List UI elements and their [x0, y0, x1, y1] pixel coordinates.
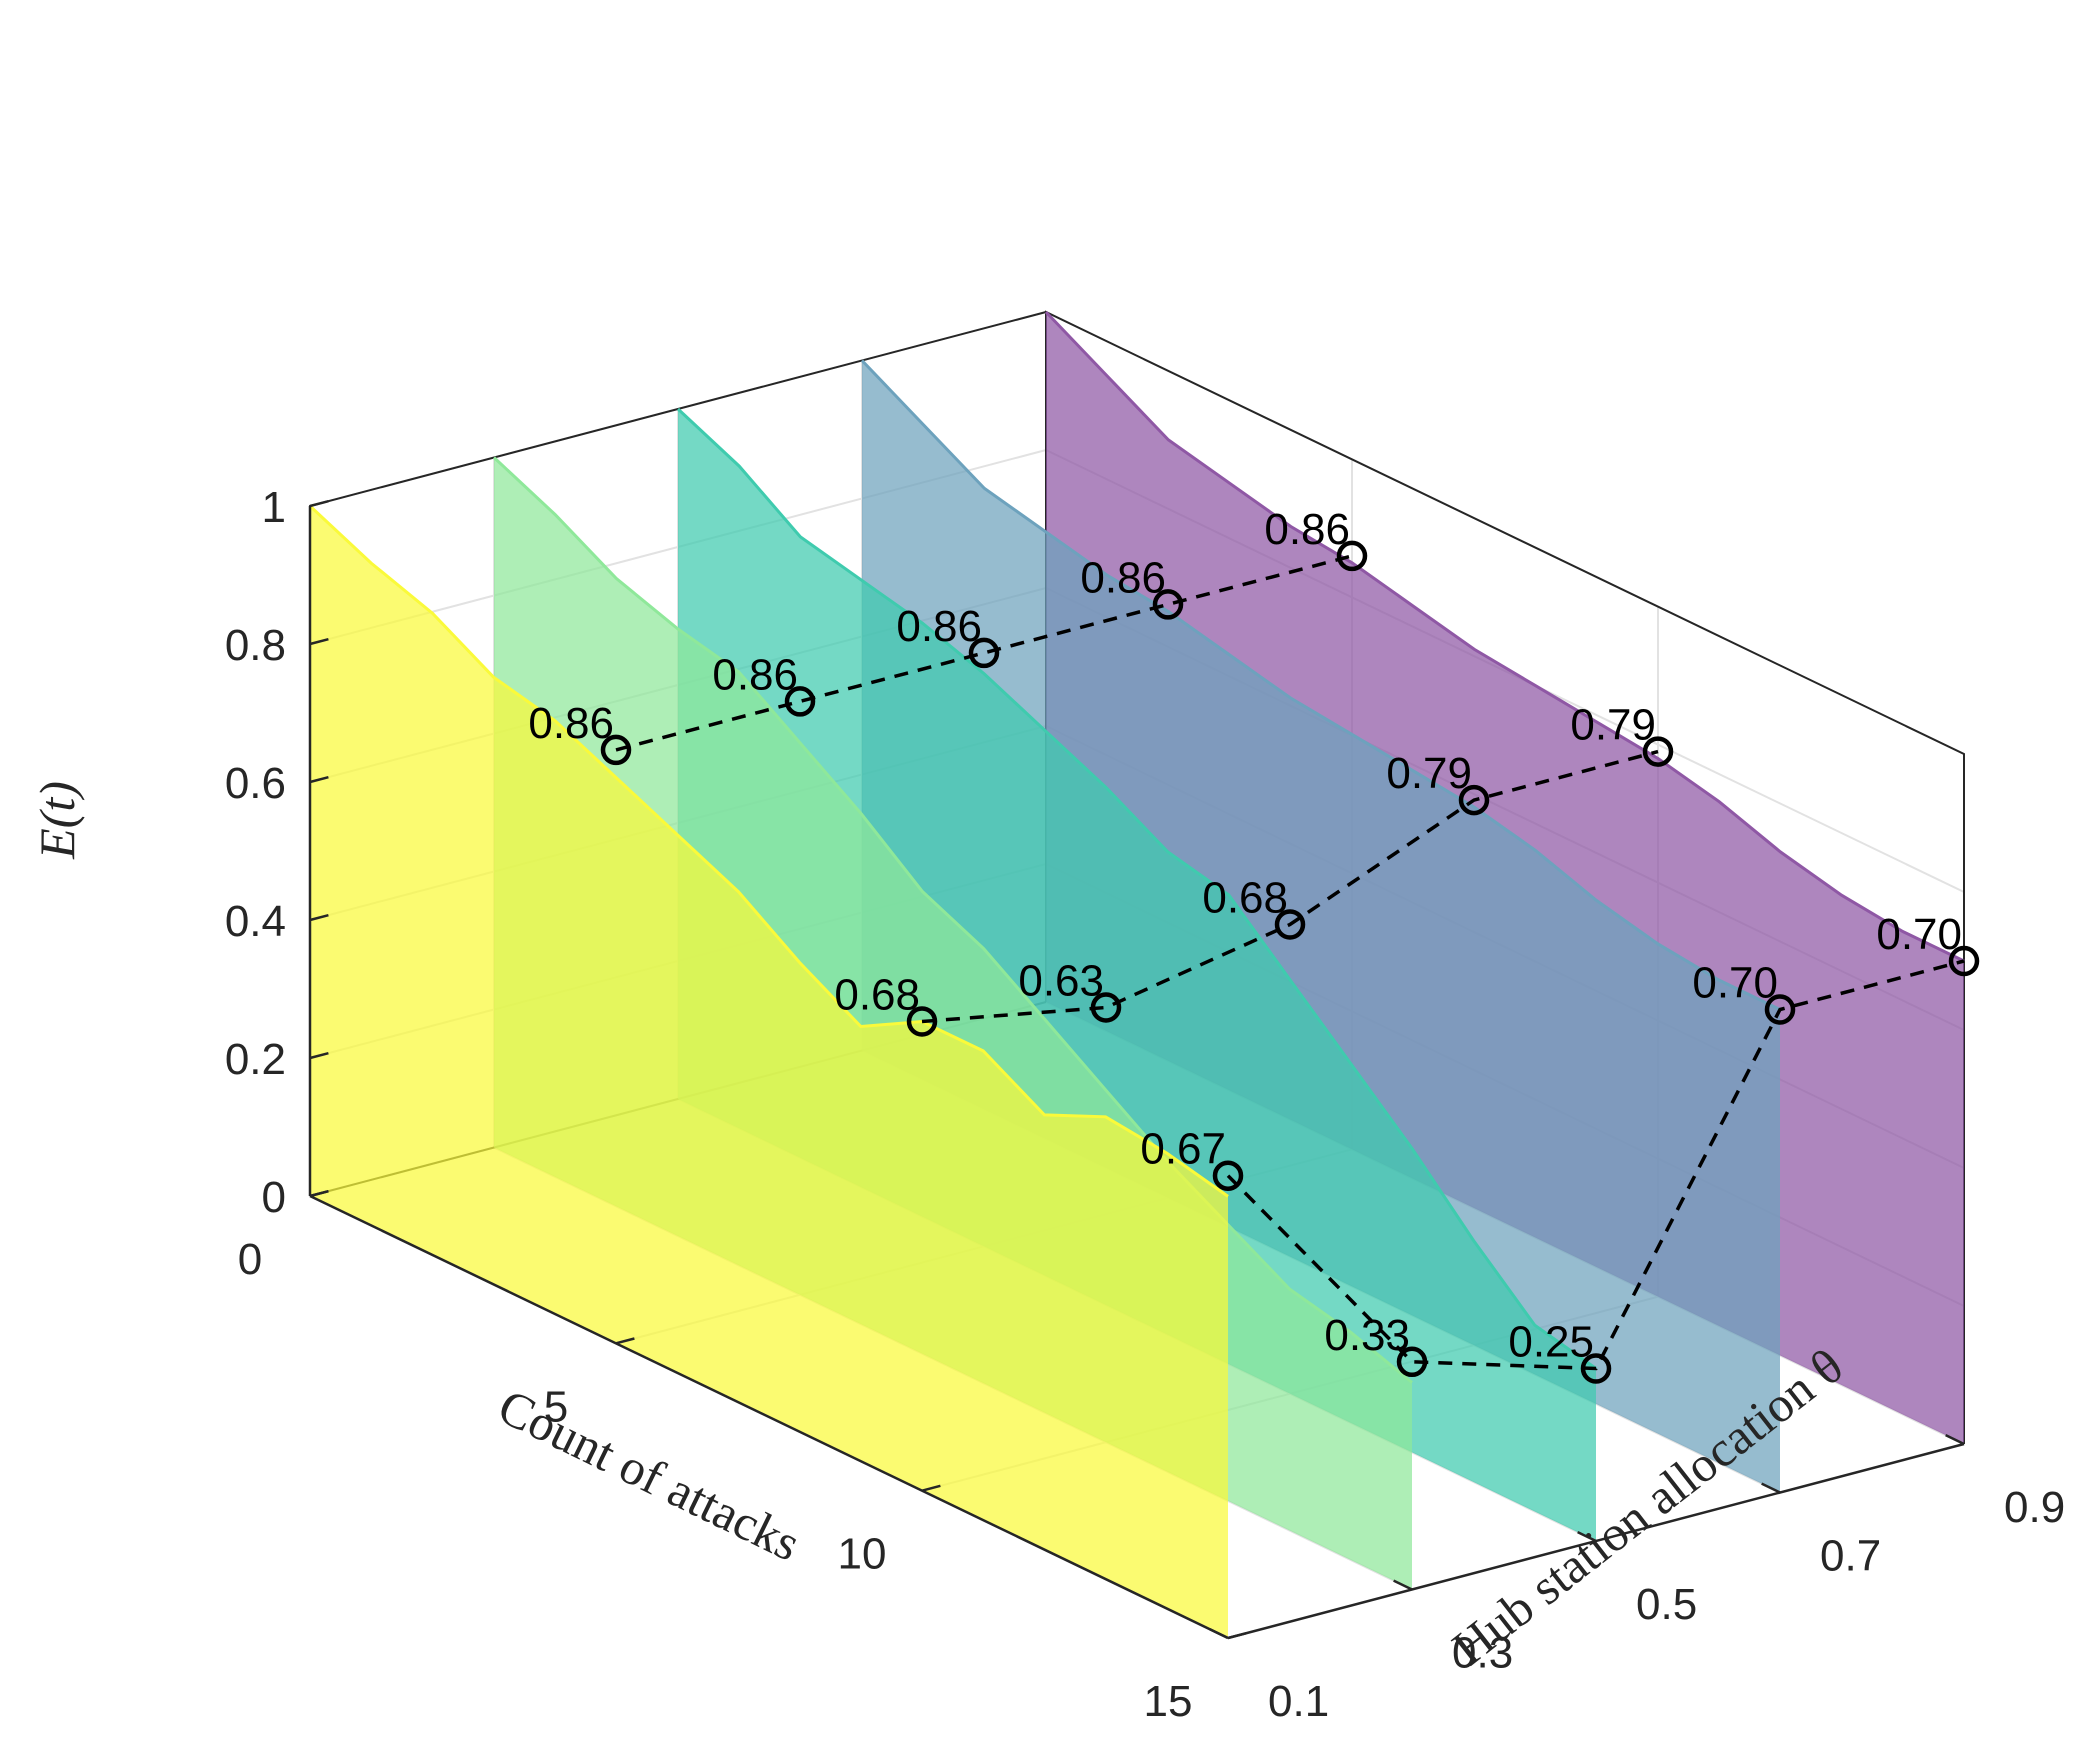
theta-tick-2 — [1577, 1531, 1597, 1543]
series-layer — [308, 310, 1965, 1638]
theta-tick-4 — [1945, 1434, 1965, 1446]
axes-layer — [308, 499, 1965, 1640]
data-marker-2-2 — [1580, 1353, 1612, 1384]
z-tick-4 — [309, 637, 329, 646]
z-tick-label-2: 0.4 — [225, 897, 286, 946]
data-label-4-1: 0.79 — [1570, 701, 1656, 750]
data-marker-0-2 — [1212, 1160, 1244, 1191]
series-area-2 — [678, 409, 1596, 1541]
data-marker-2-0 — [968, 637, 1000, 669]
series-area-3 — [862, 360, 1780, 1493]
data-marker-4-1 — [1642, 736, 1674, 767]
data-label-4-0: 0.86 — [1264, 505, 1350, 554]
theta-tick-label-0: 0.1 — [1268, 1677, 1329, 1726]
x-tick-label-2: 10 — [838, 1530, 887, 1579]
z-tick-label-4: 0.8 — [225, 621, 286, 670]
x-tick-label-3: 15 — [1144, 1677, 1193, 1726]
data-label-3-1: 0.79 — [1386, 749, 1472, 798]
data-marker-3-1 — [1458, 784, 1490, 816]
z-tick-3 — [309, 775, 329, 784]
theta-tick-3 — [1761, 1482, 1781, 1494]
x-tick-label-1: 5 — [544, 1382, 568, 1431]
theta-tick-label-2: 0.5 — [1636, 1580, 1697, 1629]
data-label-3-0: 0.86 — [1080, 553, 1166, 602]
z-tick-1 — [309, 1051, 329, 1060]
x-tick-1 — [615, 1337, 635, 1345]
data-label-2-2: 0.25 — [1508, 1318, 1594, 1367]
marker-layer — [600, 540, 1980, 1384]
x-tick-2 — [921, 1484, 941, 1492]
series-area-0 — [310, 506, 1228, 1638]
z-tick-label-1: 0.2 — [225, 1035, 286, 1084]
z-axis-title: E(t) — [29, 781, 85, 860]
data-label-2-0: 0.86 — [896, 602, 982, 651]
series-line-0 — [308, 504, 1229, 1198]
data-label-0-1: 0.68 — [834, 970, 920, 1019]
data-marker-2-1 — [1274, 909, 1306, 940]
data-label-1-0: 0.86 — [712, 650, 798, 699]
data-label-0-0: 0.86 — [528, 699, 614, 748]
z-tick-5 — [309, 499, 329, 508]
x-tick-label-0: 0 — [238, 1235, 262, 1284]
z-tick-label-0: 0 — [262, 1173, 286, 1222]
theta-tick-label-3: 0.7 — [1820, 1532, 1881, 1581]
data-marker-1-2 — [1396, 1346, 1428, 1378]
data-label-1-1: 0.63 — [1018, 956, 1104, 1005]
data-label-1-2: 0.33 — [1324, 1311, 1410, 1360]
data-marker-3-2 — [1764, 994, 1796, 1025]
data-marker-0-1 — [906, 1006, 938, 1037]
theta-tick-1 — [1393, 1579, 1413, 1591]
data-label-4-2: 0.70 — [1876, 910, 1962, 959]
z-tick-0 — [309, 1189, 329, 1198]
connector-0 — [615, 554, 1353, 752]
theta-tick-0 — [1209, 1628, 1229, 1640]
x-axis-line — [309, 1194, 1229, 1640]
data-label-3-2: 0.70 — [1692, 959, 1778, 1008]
connector-layer — [615, 554, 1965, 1371]
connector-2 — [1226, 959, 1965, 1371]
label-layer: 0.860.680.670.860.630.330.860.680.250.86… — [225, 483, 2065, 1726]
data-marker-4-0 — [1336, 540, 1368, 572]
data-label-0-2: 0.67 — [1140, 1125, 1226, 1174]
data-marker-1-0 — [784, 686, 816, 717]
series-line-1 — [492, 456, 1413, 1384]
data-marker-1-1 — [1090, 992, 1122, 1023]
z-tick-2 — [309, 913, 329, 922]
connector-1 — [921, 749, 1659, 1024]
z-tick-label-5: 1 — [262, 483, 286, 532]
data-marker-4-2 — [1948, 945, 1980, 977]
series-line-4 — [1044, 310, 1965, 963]
theta-tick-label-4: 0.9 — [2004, 1483, 2065, 1532]
z-tick-label-3: 0.6 — [225, 759, 286, 808]
data-marker-0-0 — [600, 734, 632, 766]
series-line-2 — [676, 407, 1597, 1370]
data-marker-3-0 — [1152, 589, 1184, 620]
theta-tick-label-1: 0.3 — [1452, 1629, 1513, 1678]
data-label-2-1: 0.68 — [1202, 873, 1288, 922]
series-line-3 — [860, 359, 1781, 1011]
